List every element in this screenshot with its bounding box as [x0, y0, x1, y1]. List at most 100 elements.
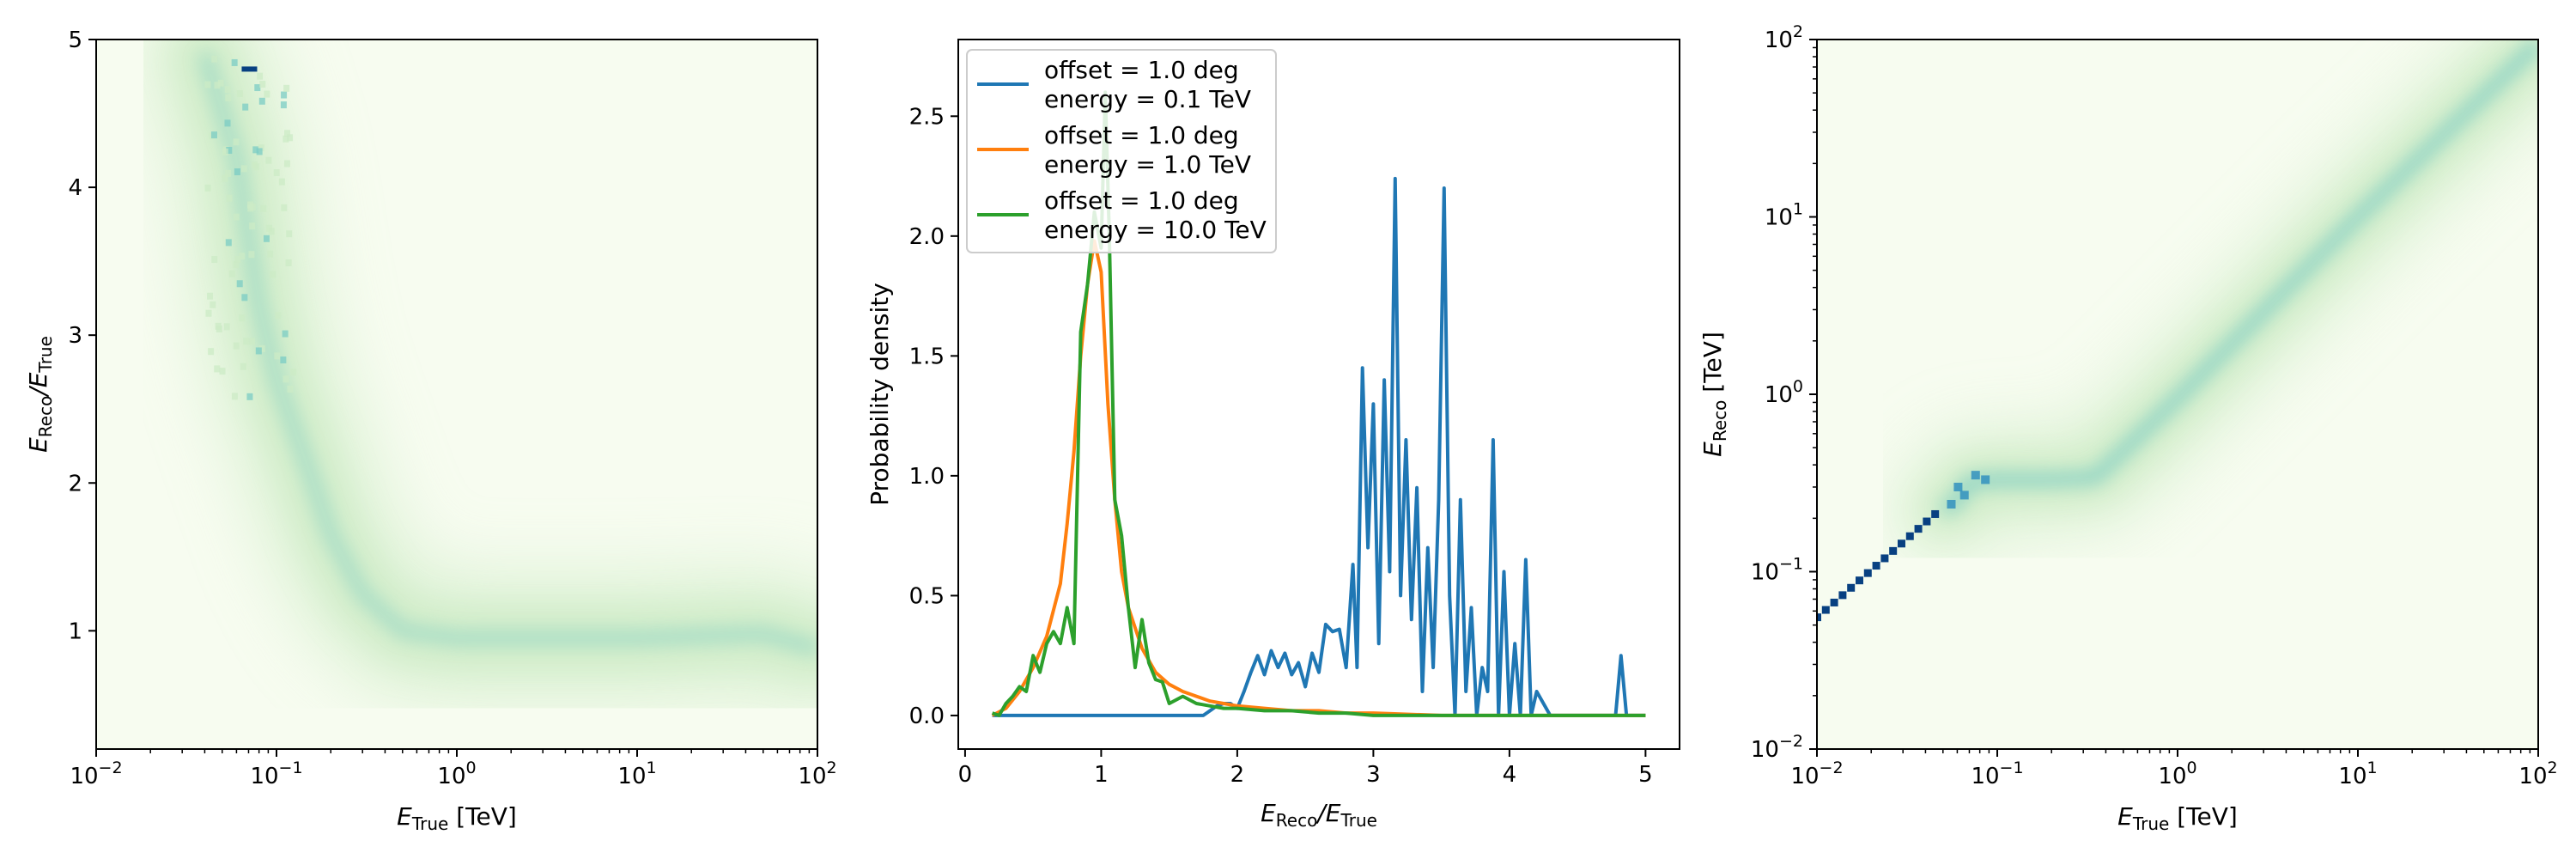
heatmap-c-marks [1817, 40, 2538, 622]
x-tick-label: 100 [2158, 758, 2196, 789]
heatmap-cell [223, 323, 230, 331]
heatmap-cell [281, 204, 288, 211]
x-axis-label-c: ETrue [TeV] [2117, 802, 2238, 834]
x-ticks-a: 10−2 10−1 100 101 102 [70, 749, 837, 789]
y-tick-label: 5 [68, 27, 82, 53]
heatmap-cell [211, 255, 218, 263]
heatmap-cell [1905, 532, 1914, 540]
heatmap-cell [1923, 517, 1931, 526]
heatmap-cell [258, 344, 265, 352]
heatmap-cell [258, 97, 265, 105]
heatmap-cell [233, 261, 240, 269]
heatmap-cell [1953, 482, 1963, 491]
heatmap-cell [211, 55, 218, 63]
y-tick-label: 4 [68, 175, 82, 201]
line-series-b [991, 90, 1646, 717]
heatmap-peak-cell [241, 66, 258, 72]
heatmap-cell [205, 309, 212, 317]
heatmap-cell [226, 146, 233, 154]
heatmap-cell [267, 250, 274, 258]
legend-entry: offset = 1.0 deg energy = 1.0 TeV [977, 121, 1251, 179]
heatmap-cell [256, 148, 263, 155]
heatmap-cell [231, 393, 238, 400]
heatmap-cell [1847, 583, 1856, 592]
heatmap-cell [281, 91, 288, 99]
heatmap-cell [228, 270, 235, 277]
x-tick-label: 3 [1366, 762, 1381, 788]
heatmap-cell [1817, 613, 1821, 622]
heatmap-cell [225, 94, 232, 101]
heatmap-cell [224, 119, 231, 127]
y-tick-label: 2.5 [909, 104, 945, 130]
legend-frame [966, 49, 1277, 253]
y-tick-label: 1.5 [909, 344, 945, 369]
y-tick-label: 10−2 [1751, 732, 1803, 763]
heatmap-cell [248, 251, 255, 259]
x-tick-label: 101 [2338, 758, 2377, 789]
heatmap-cell [249, 222, 256, 230]
heatmap-cell [214, 365, 221, 373]
heatmap-cell [222, 174, 228, 182]
x-tick-label: 2 [1230, 762, 1245, 788]
x-tick-label: 0 [958, 762, 973, 788]
heatmap-a-marks [140, 40, 817, 713]
heatmap-cell [214, 82, 221, 89]
heatmap-cell [270, 271, 276, 278]
heatmap-cell [207, 292, 214, 300]
heatmap-cell [265, 156, 272, 164]
heatmap-cell [233, 138, 240, 146]
heatmap-cell [283, 375, 289, 383]
heatmap-cell [1830, 598, 1838, 606]
heatmap-cell [283, 84, 290, 92]
heatmap-cell [258, 144, 264, 152]
heatmap-cell [247, 201, 254, 209]
y-tick-label: 3 [68, 323, 82, 349]
legend-label: energy = 10.0 TeV [1044, 216, 1267, 244]
x-ticks-c: 10−2 10−1 100 101 102 [1790, 749, 2558, 789]
panel-migration-ratio: 10−2 10−1 100 101 102 1 2 3 4 5 ETrue [TeV] ERec… [24, 27, 837, 834]
heatmap-cell [259, 81, 266, 88]
heatmap-cell [208, 348, 215, 356]
legend-entry: offset = 1.0 deg energy = 0.1 TeV [977, 56, 1251, 113]
heatmap-cell [285, 259, 292, 266]
heatmap-cell [240, 165, 247, 173]
y-axis-label-c: EReco [TeV] [1698, 332, 1730, 457]
y-tick-label: 2 [68, 471, 82, 497]
heatmap-cell [225, 239, 232, 247]
y-tick-label: 100 [1765, 377, 1803, 408]
heatmap-cell [234, 255, 241, 263]
x-tick-label: 1 [1094, 762, 1109, 788]
x-ticks-b: 0 1 2 3 4 5 [958, 749, 1653, 788]
heatmap-cell [236, 280, 243, 288]
y-tick-label: 2.0 [909, 224, 945, 250]
heatmap-cell [233, 213, 240, 221]
x-axis-label-b: EReco/ETrue [1261, 799, 1377, 831]
legend: offset = 1.0 deg energy = 0.1 TeV offset… [966, 49, 1277, 253]
heatmap-cell [260, 204, 267, 212]
axes-frame-b [957, 39, 1680, 750]
heatmap-cell [252, 146, 259, 154]
heatmap-cell [280, 356, 287, 364]
heatmap-cell [1838, 591, 1847, 600]
heatmap-cell [287, 134, 294, 142]
heatmap-cell [290, 369, 297, 376]
y-tick-label: 0.0 [909, 704, 945, 729]
legend-entry: offset = 1.0 deg energy = 10.0 TeV [977, 186, 1267, 244]
heatmap-cell [219, 368, 226, 375]
panel-migration-energy: 10−2 10−1 100 101 102 10−2 10−1 100 101 102 ETru… [1698, 22, 2558, 834]
y-tick-label: 1.0 [909, 464, 945, 490]
legend-label: offset = 1.0 deg [1044, 56, 1239, 84]
heatmap-cell [236, 90, 243, 98]
heatmap-cell [242, 103, 249, 111]
heatmap-cell [255, 347, 262, 355]
heatmap-cell [239, 314, 246, 322]
x-tick-label: 100 [437, 758, 476, 789]
x-axis-label-a: ETrue [TeV] [397, 802, 517, 834]
legend-label: offset = 1.0 deg [1044, 186, 1239, 215]
migration-ridge [198, 52, 817, 655]
x-tick-label: 102 [798, 758, 836, 789]
x-tick-label: 10−1 [1971, 758, 2023, 789]
heatmap-cell [1872, 562, 1880, 570]
heatmap-cell [274, 352, 281, 360]
series-line-0 [992, 176, 1646, 717]
